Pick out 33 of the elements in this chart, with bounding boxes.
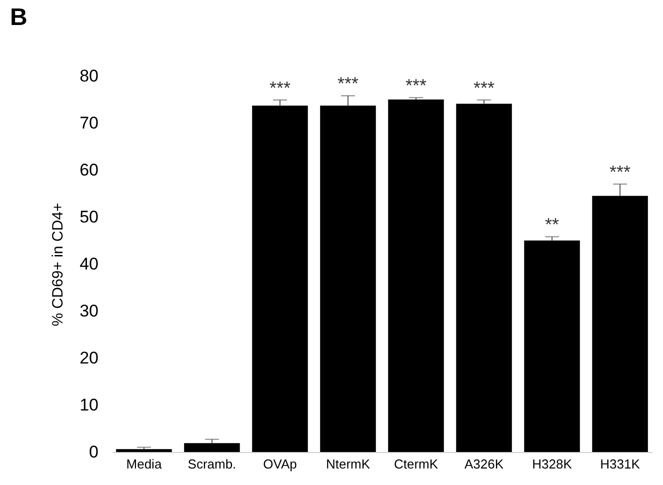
annotation: *** (337, 74, 359, 94)
text: B (10, 4, 28, 32)
y-tick-label: 40 (80, 254, 98, 274)
y-tick-label: 20 (80, 348, 98, 368)
y-tick-label: 60 (80, 160, 98, 180)
bar (456, 104, 512, 452)
y-axis-title: % CD69+ in CD4+ (50, 202, 67, 326)
x-tick-label: Scramb. (188, 456, 236, 472)
y-tick-label: 80 (80, 66, 98, 86)
x-tick-label: Media (126, 456, 162, 472)
y-tick-label: 0 (89, 442, 98, 462)
x-tick-label: OVAp (263, 456, 297, 472)
y-tick-label: 30 (80, 302, 98, 320)
bar (116, 449, 172, 452)
y-tick-label: 10 (80, 396, 98, 414)
bar (388, 100, 444, 452)
x-tick-label: NtermK (326, 456, 370, 472)
y-tick-label: 50 (80, 208, 98, 226)
x-tick-label: H331K (600, 456, 640, 472)
x-tick-label: A326K (464, 456, 504, 472)
y-tick-label: 70 (80, 114, 98, 132)
bar (184, 443, 240, 452)
annotation: *** (405, 76, 427, 96)
annotation: *** (269, 78, 290, 98)
bar (524, 240, 580, 452)
x-tick-label: H328K (532, 456, 572, 472)
annotation: *** (610, 162, 631, 182)
annotation: *** (474, 78, 495, 98)
bar (252, 106, 308, 452)
bar (320, 106, 376, 452)
bar (592, 196, 648, 452)
annotation: ** (545, 214, 560, 235)
x-tick-label: CtermK (394, 456, 438, 472)
